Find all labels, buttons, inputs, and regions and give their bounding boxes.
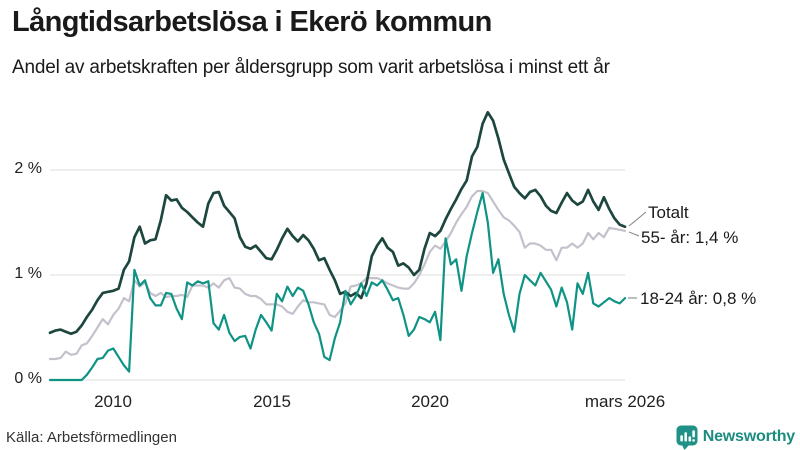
newsworthy-bubble-chart-icon [676,425,698,450]
chart-series [48,110,627,382]
series-label-totalt: Totalt [648,203,689,222]
series-line-totalt [48,110,627,336]
x-tick-label-mars-2026: mars 2026 [584,392,666,411]
x-tick-label-2020: 2020 [411,392,449,411]
callout-connector-55-ar [628,231,640,237]
y-tick-label-1: 1 % [14,265,42,282]
source-note: Källa: Arbetsförmedlingen [6,429,177,446]
gridlines [50,169,625,381]
newsworthy-wordmark: Newsworthy [702,428,795,445]
x-tick-label-2015: 2015 [253,392,291,411]
y-tick-label-0: 0 % [14,370,42,387]
series-label-55-ar: 55- år: 1,4 % [641,228,739,247]
newsworthy-logo: Newsworthy [676,424,795,450]
page-subtitle: Andel av arbetskraften per åldersgrupp s… [12,57,610,78]
callout-connector-totalt [628,211,647,227]
series-line-18-24-ar [48,192,627,382]
y-tick-label-2: 2 % [14,160,42,177]
x-tick-label-2010: 2010 [94,392,132,411]
series-label-18-24-ar: 18-24 år: 0,8 % [640,289,757,308]
page-title: Långtidsarbetslösa i Ekerö kommun [12,6,492,38]
callout-connectors [628,211,647,299]
